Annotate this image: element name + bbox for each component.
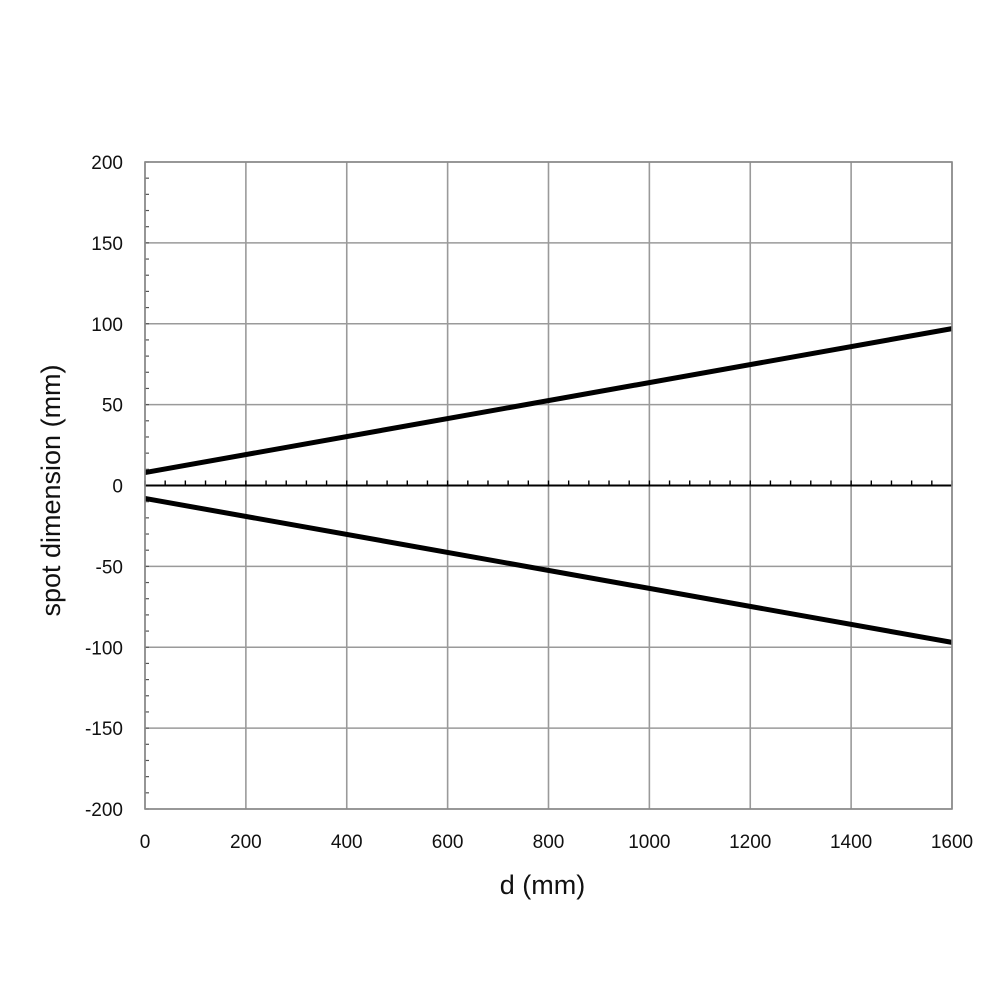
y-tick-label: -150 (85, 719, 123, 740)
x-tick-label: 600 (432, 832, 464, 853)
y-axis-title: spot dimension (mm) (36, 364, 66, 616)
y-tick-label: -200 (85, 800, 123, 821)
x-tick-label: 1600 (931, 832, 973, 853)
series-line-2 (144, 495, 953, 645)
x-tick-label: 0 (140, 832, 151, 853)
x-tick-labels: 0 200 400 600 800 1000 1200 1400 1600 (140, 832, 973, 853)
x-axis-title: d (mm) (500, 870, 585, 900)
plot-frame (144, 161, 953, 810)
y-tick-label: 150 (91, 234, 123, 255)
x-tick-label: 800 (533, 832, 565, 853)
x-tick-label: 200 (230, 832, 262, 853)
y-tick-label: 200 (91, 153, 123, 174)
x-tick-label: 1000 (628, 832, 670, 853)
x-tick-label: 1200 (729, 832, 771, 853)
x-tick-label: 400 (331, 832, 363, 853)
y-tick-label: 100 (91, 315, 123, 336)
y-tick-label: -50 (96, 557, 123, 578)
x-tick-label: 1400 (830, 832, 872, 853)
y-tick-label: 0 (112, 477, 123, 498)
series-lines (144, 326, 953, 645)
y-tick-label: 50 (102, 396, 123, 417)
y-tick-label: -100 (85, 638, 123, 659)
y-tick-labels: 200 150 100 50 0 -50 -100 -150 -200 (85, 153, 123, 821)
series-line-1 (144, 326, 953, 476)
